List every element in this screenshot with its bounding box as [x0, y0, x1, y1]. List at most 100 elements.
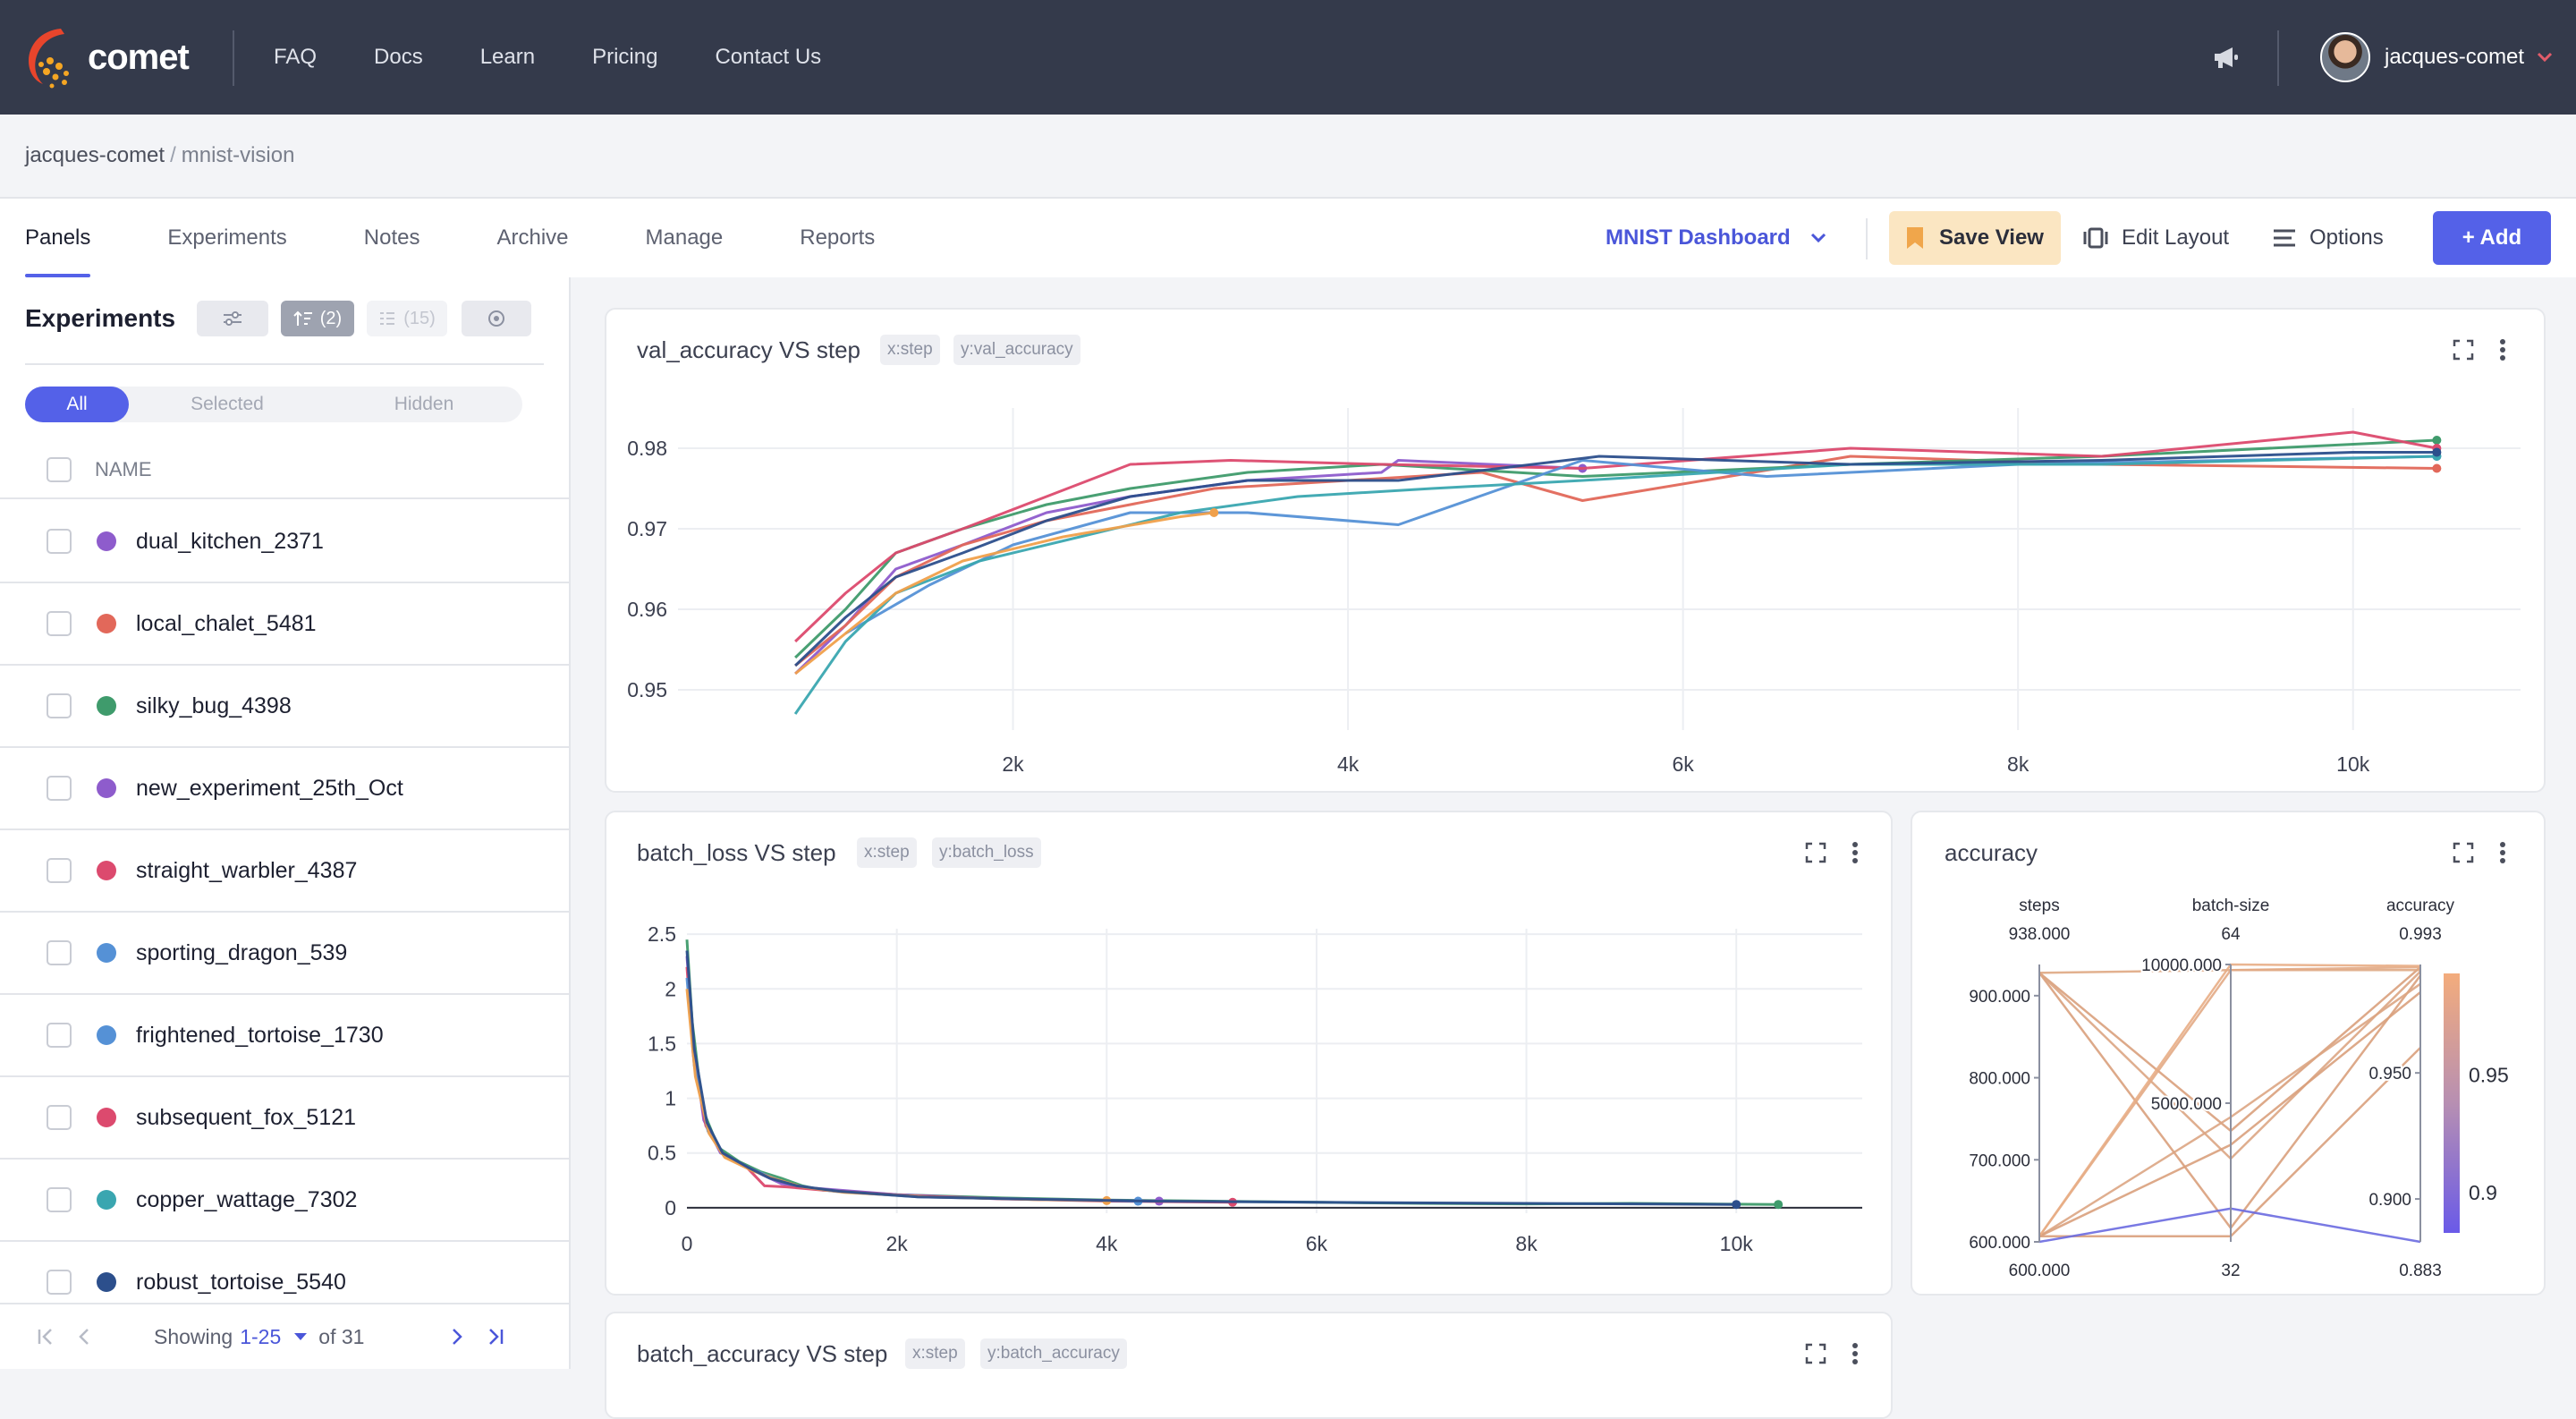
nav-docs[interactable]: Docs [374, 45, 423, 69]
add-button[interactable]: + Add [2433, 211, 2551, 265]
experiment-name[interactable]: subsequent_fox_5121 [136, 1104, 357, 1130]
breadcrumb-workspace[interactable]: jacques-comet [25, 143, 165, 167]
experiment-name[interactable]: copper_wattage_7302 [136, 1186, 358, 1212]
experiments-list: dual_kitchen_2371 local_chalet_5481 silky_… [0, 501, 569, 1324]
pager-range[interactable]: 1-25 [240, 1324, 282, 1348]
announcements-icon[interactable] [2211, 45, 2240, 74]
fullscreen-icon[interactable] [1805, 842, 1826, 863]
dashboard-selector[interactable]: MNIST Dashboard [1606, 225, 1826, 251]
row-checkbox[interactable] [47, 940, 72, 965]
experiment-row[interactable]: new_experiment_25th_Oct [0, 748, 569, 830]
fullscreen-icon[interactable] [2453, 339, 2474, 361]
x-tick-label: 4k [1337, 752, 1360, 776]
tab-notes[interactable]: Notes [363, 225, 420, 250]
first-page-icon[interactable] [36, 1327, 55, 1347]
name-column-header[interactable]: NAME [95, 458, 152, 480]
experiment-row[interactable]: robust_tortoise_5540 [0, 1242, 569, 1324]
row-checkbox[interactable] [47, 858, 72, 883]
group-icon [380, 312, 395, 325]
tab-experiments[interactable]: Experiments [167, 225, 287, 250]
tab-manage[interactable]: Manage [645, 225, 724, 250]
filter-button[interactable] [197, 301, 268, 336]
sort-button[interactable]: (2) [281, 301, 354, 336]
tab-panels[interactable]: Panels [25, 199, 91, 277]
experiment-color-dot[interactable] [97, 1025, 116, 1045]
row-checkbox[interactable] [47, 529, 72, 554]
comet-logo[interactable]: comet [25, 25, 190, 89]
row-checkbox[interactable] [47, 1023, 72, 1048]
save-view-button[interactable]: Save View [1889, 211, 2061, 265]
more-options-icon[interactable] [1852, 841, 1859, 864]
breadcrumb: jacques-comet / mnist-vision [25, 143, 294, 168]
more-options-icon[interactable] [1852, 1342, 1859, 1365]
experiment-row[interactable]: copper_wattage_7302 [0, 1160, 569, 1242]
experiment-color-dot[interactable] [97, 861, 116, 880]
experiment-row[interactable]: dual_kitchen_2371 [0, 501, 569, 583]
edit-layout-button[interactable]: Edit Layout [2082, 211, 2229, 265]
user-name: jacques-comet [2385, 45, 2525, 69]
experiment-name[interactable]: frightened_tortoise_1730 [136, 1022, 384, 1048]
options-button[interactable]: Options [2272, 211, 2384, 265]
fullscreen-icon[interactable] [1805, 1343, 1826, 1364]
user-divider [2277, 30, 2279, 86]
visibility-button[interactable] [462, 301, 531, 336]
row-checkbox[interactable] [47, 1105, 72, 1130]
nav-faq[interactable]: FAQ [274, 45, 318, 69]
fullscreen-icon[interactable] [2453, 842, 2474, 863]
more-options-icon[interactable] [2499, 338, 2506, 361]
row-checkbox[interactable] [47, 776, 72, 801]
breadcrumb-project[interactable]: mnist-vision [181, 143, 295, 167]
tab-archive[interactable]: Archive [496, 225, 569, 250]
row-checkbox[interactable] [47, 1270, 72, 1295]
x-axis-tag: x:step [905, 1338, 965, 1369]
experiment-color-dot[interactable] [97, 531, 116, 551]
dimension-tick-label: 600.000 [1969, 1234, 2030, 1253]
experiment-name[interactable]: sporting_dragon_539 [136, 939, 348, 965]
experiment-color-dot[interactable] [97, 696, 116, 716]
experiment-name[interactable]: local_chalet_5481 [136, 610, 317, 636]
y-tick-label: 0.98 [627, 437, 667, 460]
experiment-color-dot[interactable] [97, 614, 116, 633]
more-options-icon[interactable] [2499, 841, 2506, 864]
bookmark-icon [1907, 227, 1923, 249]
experiment-row[interactable]: frightened_tortoise_1730 [0, 995, 569, 1077]
nav-learn[interactable]: Learn [479, 45, 536, 69]
experiment-row[interactable]: sporting_dragon_539 [0, 913, 569, 995]
breadcrumb-separator: / [170, 143, 176, 167]
user-menu[interactable]: jacques-comet [2320, 32, 2553, 82]
previous-page-icon[interactable] [77, 1327, 91, 1347]
nav-contact-us[interactable]: Contact Us [715, 45, 822, 69]
experiment-row[interactable]: subsequent_fox_5121 [0, 1077, 569, 1160]
experiment-row[interactable]: silky_bug_4398 [0, 666, 569, 748]
nav-pricing[interactable]: Pricing [592, 45, 658, 69]
experiment-name[interactable]: robust_tortoise_5540 [136, 1269, 346, 1295]
experiment-color-dot[interactable] [97, 1272, 116, 1292]
row-checkbox[interactable] [47, 611, 72, 636]
tab-reports[interactable]: Reports [800, 225, 876, 250]
row-checkbox[interactable] [47, 1187, 72, 1212]
experiment-name[interactable]: dual_kitchen_2371 [136, 528, 324, 554]
experiment-name[interactable]: straight_warbler_4387 [136, 857, 358, 883]
group-button[interactable]: (15) [367, 301, 447, 336]
next-page-icon[interactable] [450, 1327, 464, 1347]
filter-hidden[interactable]: Hidden [394, 394, 454, 414]
row-checkbox[interactable] [47, 693, 72, 718]
experiment-color-dot[interactable] [97, 778, 116, 798]
sort-count: (2) [319, 308, 343, 328]
experiment-name[interactable]: new_experiment_25th_Oct [136, 775, 403, 801]
experiment-row[interactable]: local_chalet_5481 [0, 583, 569, 666]
dimension-tick-label: 900.000 [1969, 988, 2030, 1007]
experiment-row[interactable]: straight_warbler_4387 [0, 830, 569, 913]
filter-all[interactable]: All [25, 387, 129, 422]
select-all-checkbox[interactable] [47, 457, 72, 482]
caret-down-icon[interactable] [293, 1331, 308, 1342]
dimension-tick-label: 10000.000 [2141, 956, 2222, 975]
last-page-icon[interactable] [486, 1327, 505, 1347]
sidebar-title: Experiments [25, 304, 176, 332]
experiment-color-dot[interactable] [97, 1190, 116, 1210]
experiment-name[interactable]: silky_bug_4398 [136, 693, 292, 718]
filter-selected[interactable]: Selected [191, 394, 264, 414]
experiment-color-dot[interactable] [97, 1108, 116, 1127]
x-tick-label: 0 [682, 1232, 693, 1255]
experiment-color-dot[interactable] [97, 943, 116, 963]
